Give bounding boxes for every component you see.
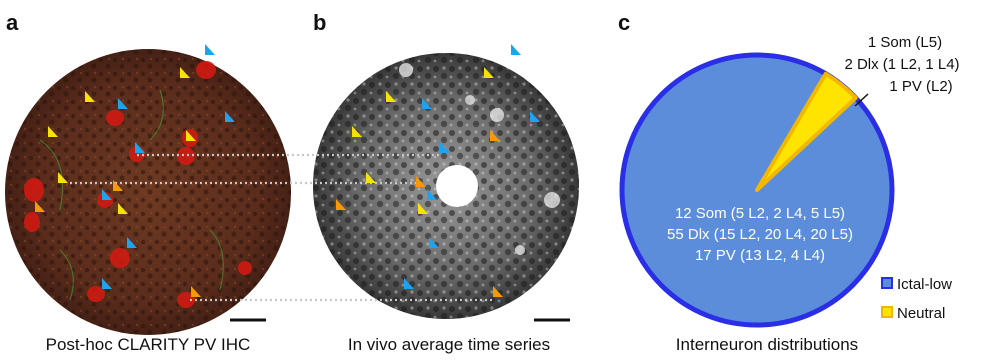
panel-a-arrowheads (35, 44, 235, 297)
arrowhead-orange (113, 180, 123, 191)
panel-b-image (313, 53, 579, 319)
arrowhead-orange (490, 130, 500, 141)
neutral-label: 1 PV (L2) (889, 78, 952, 95)
neutral-label: 2 Dlx (1 L2, 1 L4) (844, 56, 959, 73)
arrowhead-blue (135, 142, 145, 153)
legend-label: Neutral (897, 305, 945, 322)
caption-b: In vivo average time series (347, 335, 551, 354)
caption-c: Interneuron distributions (675, 335, 859, 354)
arrowhead-yellow (352, 126, 362, 137)
arrowhead-orange (336, 199, 346, 210)
ictal-low-label: 12 Som (5 L2, 2 L4, 5 L5) (675, 205, 845, 222)
arrowhead-yellow (85, 91, 95, 102)
arrowhead-blue (205, 44, 215, 55)
pie-chart: 12 Som (5 L2, 2 L4, 5 L5) 55 Dlx (15 L2, … (619, 34, 960, 328)
legend-label: Ictal-low (897, 276, 952, 293)
arrowhead-orange (35, 201, 45, 212)
caption-a: Post-hoc CLARITY PV IHC (45, 335, 251, 354)
panel-a-image (5, 49, 291, 335)
arrowhead-orange (191, 286, 201, 297)
arrowhead-blue (404, 278, 414, 289)
arrowhead-yellow (366, 172, 376, 183)
arrowhead-blue (102, 278, 112, 289)
arrowhead-blue (225, 111, 235, 122)
arrowhead-blue (102, 189, 112, 200)
arrowhead-blue (429, 237, 439, 248)
arrowhead-yellow (386, 91, 396, 102)
arrowhead-blue (440, 142, 450, 153)
arrowhead-yellow (58, 172, 68, 183)
legend-swatch (881, 306, 893, 318)
arrowhead-blue (427, 189, 437, 200)
arrowhead-blue (530, 111, 540, 122)
ictal-low-label: 17 PV (13 L2, 4 L4) (695, 247, 825, 264)
arrowhead-yellow (418, 203, 428, 214)
neutral-label: 1 Som (L5) (868, 34, 942, 51)
arrowhead-yellow (180, 67, 190, 78)
arrowhead-orange (416, 176, 426, 187)
panel-letter-c: c (618, 10, 631, 35)
arrowhead-blue (118, 98, 128, 109)
panel-letter-b: b (313, 10, 327, 35)
arrowhead-blue (422, 98, 432, 109)
panel-letter-a: a (6, 10, 19, 35)
legend-swatch (881, 277, 893, 289)
panel-b-arrowheads (336, 44, 540, 297)
arrowhead-yellow (118, 203, 128, 214)
pie-slice-neutral (755, 71, 858, 192)
arrowhead-yellow (186, 130, 196, 141)
arrowhead-blue (511, 44, 521, 55)
arrowhead-orange (493, 286, 503, 297)
neutral-leader-line (854, 93, 869, 107)
arrowhead-blue (127, 237, 137, 248)
arrowhead-yellow (48, 126, 58, 137)
ictal-low-label: 55 Dlx (15 L2, 20 L4, 20 L5) (667, 226, 853, 243)
panel-guide-lines (70, 153, 494, 302)
arrowhead-yellow (484, 67, 494, 78)
